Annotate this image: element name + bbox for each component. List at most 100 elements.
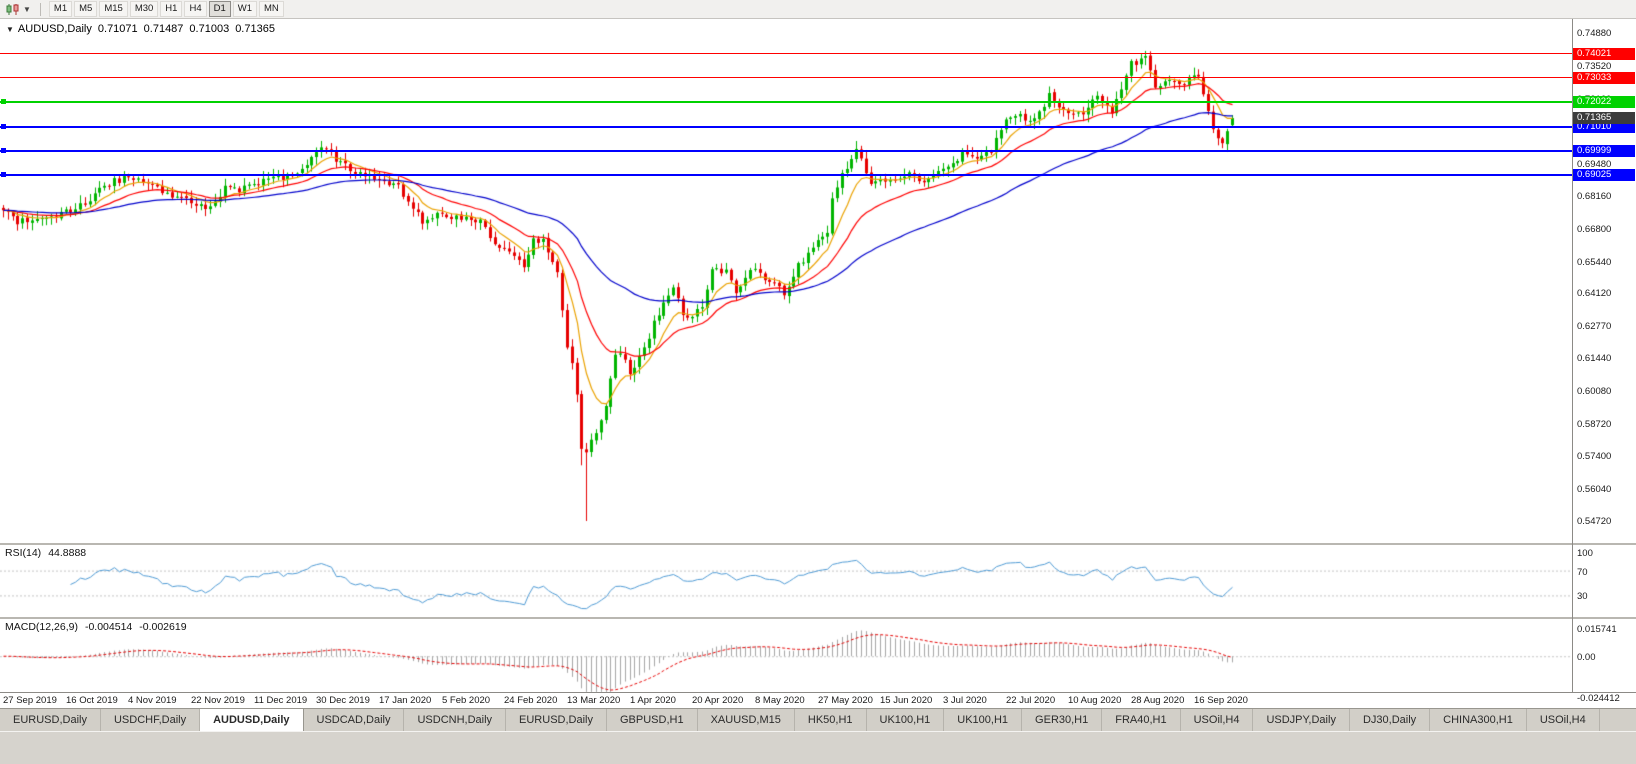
date-axis-label: 28 Aug 2020 xyxy=(1131,695,1185,706)
price-axis-tick: 0.60080 xyxy=(1577,386,1612,398)
timeframe-toolbar: ▼ M1 M5 M15 M30 H1 H4 D1 W1 MN xyxy=(0,0,1636,19)
candlestick-chart-icon[interactable] xyxy=(5,2,21,17)
dropdown-arrow-icon[interactable]: ▼ xyxy=(23,4,31,14)
chart-tab-uk100-h1[interactable]: UK100,H1 xyxy=(944,709,1023,731)
chart-symbol-label: AUDUSD,Daily xyxy=(17,23,92,35)
price-axis-tick: 0.58720 xyxy=(1577,419,1612,431)
price-chart-canvas[interactable] xyxy=(0,19,1636,708)
price-axis-tick: 0.54720 xyxy=(1577,515,1612,527)
chart-tab-ger30-h1[interactable]: GER30,H1 xyxy=(1022,709,1103,731)
chart-tab-usdcad-daily[interactable]: USDCAD,Daily xyxy=(303,709,405,731)
ohlc-close: 0.71365 xyxy=(235,23,275,35)
timeframe-button-m30[interactable]: M30 xyxy=(129,1,159,17)
price-level-tag: 0.71010 xyxy=(1573,121,1635,133)
timeframe-button-mn[interactable]: MN xyxy=(259,1,284,17)
date-axis-label: 13 Mar 2020 xyxy=(567,695,621,706)
collapse-triangle-icon[interactable]: ▼ xyxy=(6,25,14,34)
date-axis-label: 1 Apr 2020 xyxy=(630,695,676,706)
date-axis-label: 30 Dec 2019 xyxy=(316,695,370,706)
hline-drag-handle[interactable] xyxy=(1,172,6,177)
price-level-tag: 0.69999 xyxy=(1573,145,1635,157)
chart-tab-usoil-h4[interactable]: USOil,H4 xyxy=(1180,709,1254,731)
chart-tab-xauusd-m15[interactable]: XAUUSD,M15 xyxy=(697,709,795,731)
panel-separator[interactable] xyxy=(0,543,1636,545)
price-level-tag: 0.72022 xyxy=(1573,96,1635,108)
date-axis-label: 16 Sep 2020 xyxy=(1194,695,1248,706)
rsi-value: 44.8888 xyxy=(48,547,87,559)
macd-axis-label: 0.00 xyxy=(1577,652,1596,663)
date-axis-label: 20 Apr 2020 xyxy=(692,695,744,706)
macd-signal-value: -0.002619 xyxy=(139,621,187,633)
timeframe-button-h4[interactable]: H4 xyxy=(184,1,207,17)
horizontal-level-line[interactable] xyxy=(0,77,1572,78)
date-axis-label: 22 Nov 2019 xyxy=(191,695,245,706)
macd-axis-label: 0.015741 xyxy=(1577,624,1617,635)
rsi-axis-label: 30 xyxy=(1577,591,1588,603)
horizontal-level-line[interactable] xyxy=(0,53,1572,54)
date-axis-label: 22 Jul 2020 xyxy=(1006,695,1056,706)
toolbar-separator xyxy=(39,2,41,16)
chart-tab-usdjpy-daily[interactable]: USDJPY,Daily xyxy=(1253,709,1350,731)
chart-tab-usdcnh-daily[interactable]: USDCNH,Daily xyxy=(404,709,507,731)
timeframe-button-m1[interactable]: M1 xyxy=(48,1,73,17)
macd-axis-label: -0.024412 xyxy=(1577,693,1620,704)
date-axis-label: 27 May 2020 xyxy=(818,695,873,706)
chart-tab-gbpusd-h1[interactable]: GBPUSD,H1 xyxy=(607,709,698,731)
price-axis-divider xyxy=(1572,19,1573,692)
horizontal-level-line[interactable] xyxy=(0,150,1572,152)
macd-main-value: -0.004514 xyxy=(84,621,133,633)
status-bar xyxy=(0,731,1636,764)
ohlc-low: 0.71003 xyxy=(189,23,230,35)
chart-tab-usoil-h4[interactable]: USOil,H4 xyxy=(1526,709,1600,731)
timeframe-buttons: M1 M5 M15 M30 H1 H4 D1 W1 MN xyxy=(48,1,284,17)
chart-tab-china300-h1[interactable]: CHINA300,H1 xyxy=(1430,709,1527,731)
panel-separator[interactable] xyxy=(0,617,1636,619)
timeframe-button-d1[interactable]: D1 xyxy=(208,1,231,17)
price-axis-tick: 0.61440 xyxy=(1577,353,1612,365)
chart-tab-dj30-daily[interactable]: DJ30,Daily xyxy=(1349,709,1431,731)
date-axis-label: 24 Feb 2020 xyxy=(504,695,558,706)
chart-header: ▼ AUDUSD,Daily 0.71071 0.71487 0.71003 0.7136… xyxy=(6,23,275,35)
chart-tab-usdchf-daily[interactable]: USDCHF,Daily xyxy=(100,709,201,731)
date-axis xyxy=(0,692,1636,708)
rsi-axis-label: 100 xyxy=(1577,548,1593,559)
date-axis-label: 27 Sep 2019 xyxy=(3,695,57,706)
hline-drag-handle[interactable] xyxy=(1,99,6,104)
date-axis-label: 15 Jun 2020 xyxy=(880,695,933,706)
date-axis-label: 11 Dec 2019 xyxy=(254,695,308,706)
price-level-tag: 0.69025 xyxy=(1573,169,1635,181)
chart-tab-audusd-daily[interactable]: AUDUSD,Daily xyxy=(200,709,304,731)
price-axis-tick: 0.66800 xyxy=(1577,223,1612,235)
chart-tab-hk50-h1[interactable]: HK50,H1 xyxy=(794,709,867,731)
date-axis-label: 17 Jan 2020 xyxy=(379,695,432,706)
horizontal-level-line[interactable] xyxy=(0,174,1572,176)
chart-tab-uk100-h1[interactable]: UK100,H1 xyxy=(866,709,945,731)
price-axis-tick: 0.57400 xyxy=(1577,451,1612,463)
current-price-tag: 0.71365 xyxy=(1573,112,1635,124)
date-axis-label: 3 Jul 2020 xyxy=(943,695,987,706)
timeframe-button-m15[interactable]: M15 xyxy=(99,1,128,17)
date-axis-label: 10 Aug 2020 xyxy=(1068,695,1122,706)
price-level-tag: 0.74021 xyxy=(1573,48,1635,60)
date-axis-label: 8 May 2020 xyxy=(755,695,805,706)
chart-tab-bar: EURUSD,Daily USDCHF,Daily AUDUSD,Daily USDC… xyxy=(0,708,1636,731)
price-level-tag: 0.73033 xyxy=(1573,72,1635,84)
date-axis-label: 4 Nov 2019 xyxy=(128,695,177,706)
timeframe-button-h1[interactable]: H1 xyxy=(160,1,183,17)
date-axis-label: 16 Oct 2019 xyxy=(66,695,118,706)
chart-tab-eurusd-daily[interactable]: EURUSD,Daily xyxy=(0,709,101,731)
chart-tab-fra40-h1[interactable]: FRA40,H1 xyxy=(1102,709,1181,731)
timeframe-button-w1[interactable]: W1 xyxy=(232,1,258,17)
hline-drag-handle[interactable] xyxy=(1,124,6,129)
horizontal-level-line[interactable] xyxy=(0,101,1572,103)
date-axis-label: 5 Feb 2020 xyxy=(442,695,491,706)
price-axis-tick: 0.62770 xyxy=(1577,321,1612,333)
hline-drag-handle[interactable] xyxy=(1,148,6,153)
ohlc-open: 0.71071 xyxy=(97,23,138,35)
timeframe-button-m5[interactable]: M5 xyxy=(74,1,98,17)
chart-tab-eurusd-daily[interactable]: EURUSD,Daily xyxy=(506,709,607,731)
horizontal-level-line[interactable] xyxy=(0,126,1572,128)
macd-panel-title: MACD(12,26,9) -0.004514 -0.002619 xyxy=(5,621,187,633)
price-axis-tick: 0.74880 xyxy=(1577,28,1612,39)
